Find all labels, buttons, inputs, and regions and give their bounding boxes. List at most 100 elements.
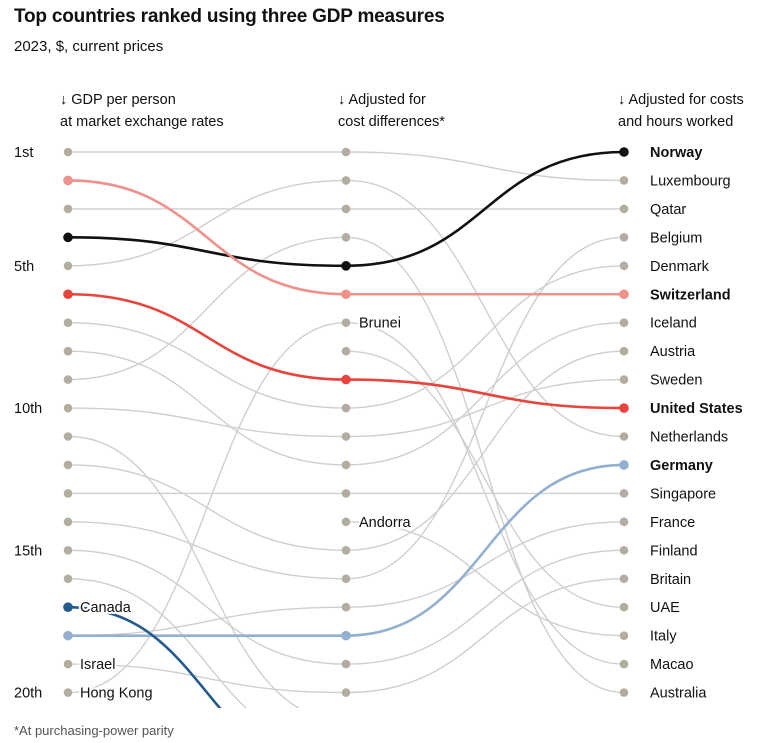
right-country-label: Denmark: [650, 259, 710, 275]
rank-dot: [619, 489, 629, 498]
rank-dot: [341, 176, 351, 185]
rank-dot: [63, 432, 73, 441]
right-country-label: Qatar: [650, 202, 686, 218]
series-line-18: [345, 521, 625, 637]
rank-label: 20th: [14, 686, 42, 702]
right-country-label-halo: Italy: [650, 629, 677, 645]
rank-dot: [341, 574, 351, 584]
right-country-label-halo: Denmark: [650, 259, 710, 275]
right-country-label-halo: Austria: [650, 344, 696, 360]
norway-dot: [341, 261, 351, 271]
right-country-label: Germany: [650, 458, 713, 474]
rank-dot: [619, 375, 629, 384]
left-country-label-halo: Canada: [80, 600, 132, 616]
switzerland-line: [67, 179, 624, 296]
rank-dot: [341, 403, 351, 413]
right-country-label-halo: United States: [650, 401, 743, 417]
column-header-2-line-2: cost differences*: [338, 114, 445, 130]
rank-dot: [619, 631, 629, 640]
series-line-8: [67, 435, 300, 708]
chart-title: Top countries ranked using three GDP mea…: [14, 6, 445, 27]
rank-label: 15th: [14, 543, 42, 559]
rank-label: 10th: [14, 401, 42, 417]
right-country-label: Netherlands: [650, 430, 728, 446]
rank-dot: [341, 346, 351, 356]
rank-dot: [341, 233, 351, 242]
united-states-dot: [63, 289, 73, 300]
rank-dot: [619, 517, 629, 527]
series-line-3: [67, 179, 625, 438]
rank-dot: [63, 318, 73, 328]
right-country-label: Norway: [650, 145, 702, 161]
germany-line: [67, 463, 625, 637]
middle-country-label: Brunei: [359, 316, 401, 332]
rank-dot: [341, 460, 351, 470]
rank-dot: [341, 517, 351, 527]
rank-dot: [63, 375, 73, 384]
rank-dot: [341, 147, 351, 157]
rank-dot: [619, 261, 629, 271]
rank-dot: [619, 318, 629, 328]
right-country-label-halo: Luxembourg: [650, 173, 731, 189]
rank-dot: [63, 574, 73, 584]
column-header-1-line-1: ↓ GDP per person: [60, 92, 176, 108]
right-country-label: Luxembourg: [650, 173, 731, 189]
right-country-label-halo: Switzerland: [650, 287, 731, 303]
right-country-label: Belgium: [650, 230, 702, 246]
right-country-label: Iceland: [650, 316, 697, 332]
rank-dot: [341, 318, 351, 328]
rank-dot: [341, 659, 351, 669]
right-country-label-halo: UAE: [650, 600, 680, 616]
column-header-2-line-1: ↓ Adjusted for: [338, 92, 426, 108]
rank-dot: [619, 176, 629, 185]
right-country-label-halo: Germany: [650, 458, 713, 474]
rank-dot: [63, 517, 73, 527]
column-header-3-line-1: ↓ Adjusted for costs: [618, 92, 744, 108]
switzerland-dot: [619, 289, 629, 300]
rank-dot: [619, 204, 629, 214]
middle-country-label-halo: Brunei: [359, 316, 401, 332]
rank-dot: [63, 460, 73, 470]
series-line-4: [67, 265, 625, 409]
rank-dot: [63, 546, 73, 555]
rank-dot: [63, 261, 73, 271]
right-country-label-halo: Finland: [650, 543, 698, 559]
canada-line: [67, 605, 222, 708]
left-country-label: Israel: [80, 657, 115, 673]
right-country-label: UAE: [650, 600, 680, 616]
germany-dot: [341, 630, 351, 641]
series-line-11: [67, 236, 625, 580]
left-country-label: Hong Kong: [80, 686, 153, 702]
rank-dot: [341, 432, 351, 441]
germany-dot: [619, 460, 629, 470]
rank-label: 5th: [14, 259, 34, 275]
switzerland-dot: [341, 289, 351, 300]
canada-dot: [63, 602, 73, 612]
right-country-label: Britain: [650, 572, 691, 588]
rank-dot: [341, 489, 351, 498]
rank-dot: [619, 432, 629, 441]
series-line-17: [345, 350, 625, 608]
rank-dot: [619, 574, 629, 584]
rank-dot: [341, 546, 351, 555]
left-country-label-halo: Israel: [80, 657, 115, 673]
right-country-label: Switzerland: [650, 287, 731, 303]
column-header-3-line-2: and hours worked: [618, 114, 733, 130]
switzerland-dot: [63, 175, 73, 186]
middle-country-label-halo: Andorra: [359, 515, 412, 531]
right-country-label: Australia: [650, 686, 707, 702]
right-country-label: Italy: [650, 629, 677, 645]
right-country-label: Sweden: [650, 373, 702, 389]
series-line-6: [67, 236, 625, 694]
right-country-label-halo: Netherlands: [650, 430, 728, 446]
right-country-label: France: [650, 515, 695, 531]
right-country-label-halo: Sweden: [650, 373, 702, 389]
rank-dot: [63, 403, 73, 413]
right-country-label-halo: Macao: [650, 657, 694, 673]
right-country-label: Macao: [650, 657, 694, 673]
rank-dot: [619, 602, 629, 612]
rank-dot: [619, 688, 629, 697]
rank-dot: [341, 204, 351, 214]
left-country-label-halo: Hong Kong: [80, 686, 153, 702]
